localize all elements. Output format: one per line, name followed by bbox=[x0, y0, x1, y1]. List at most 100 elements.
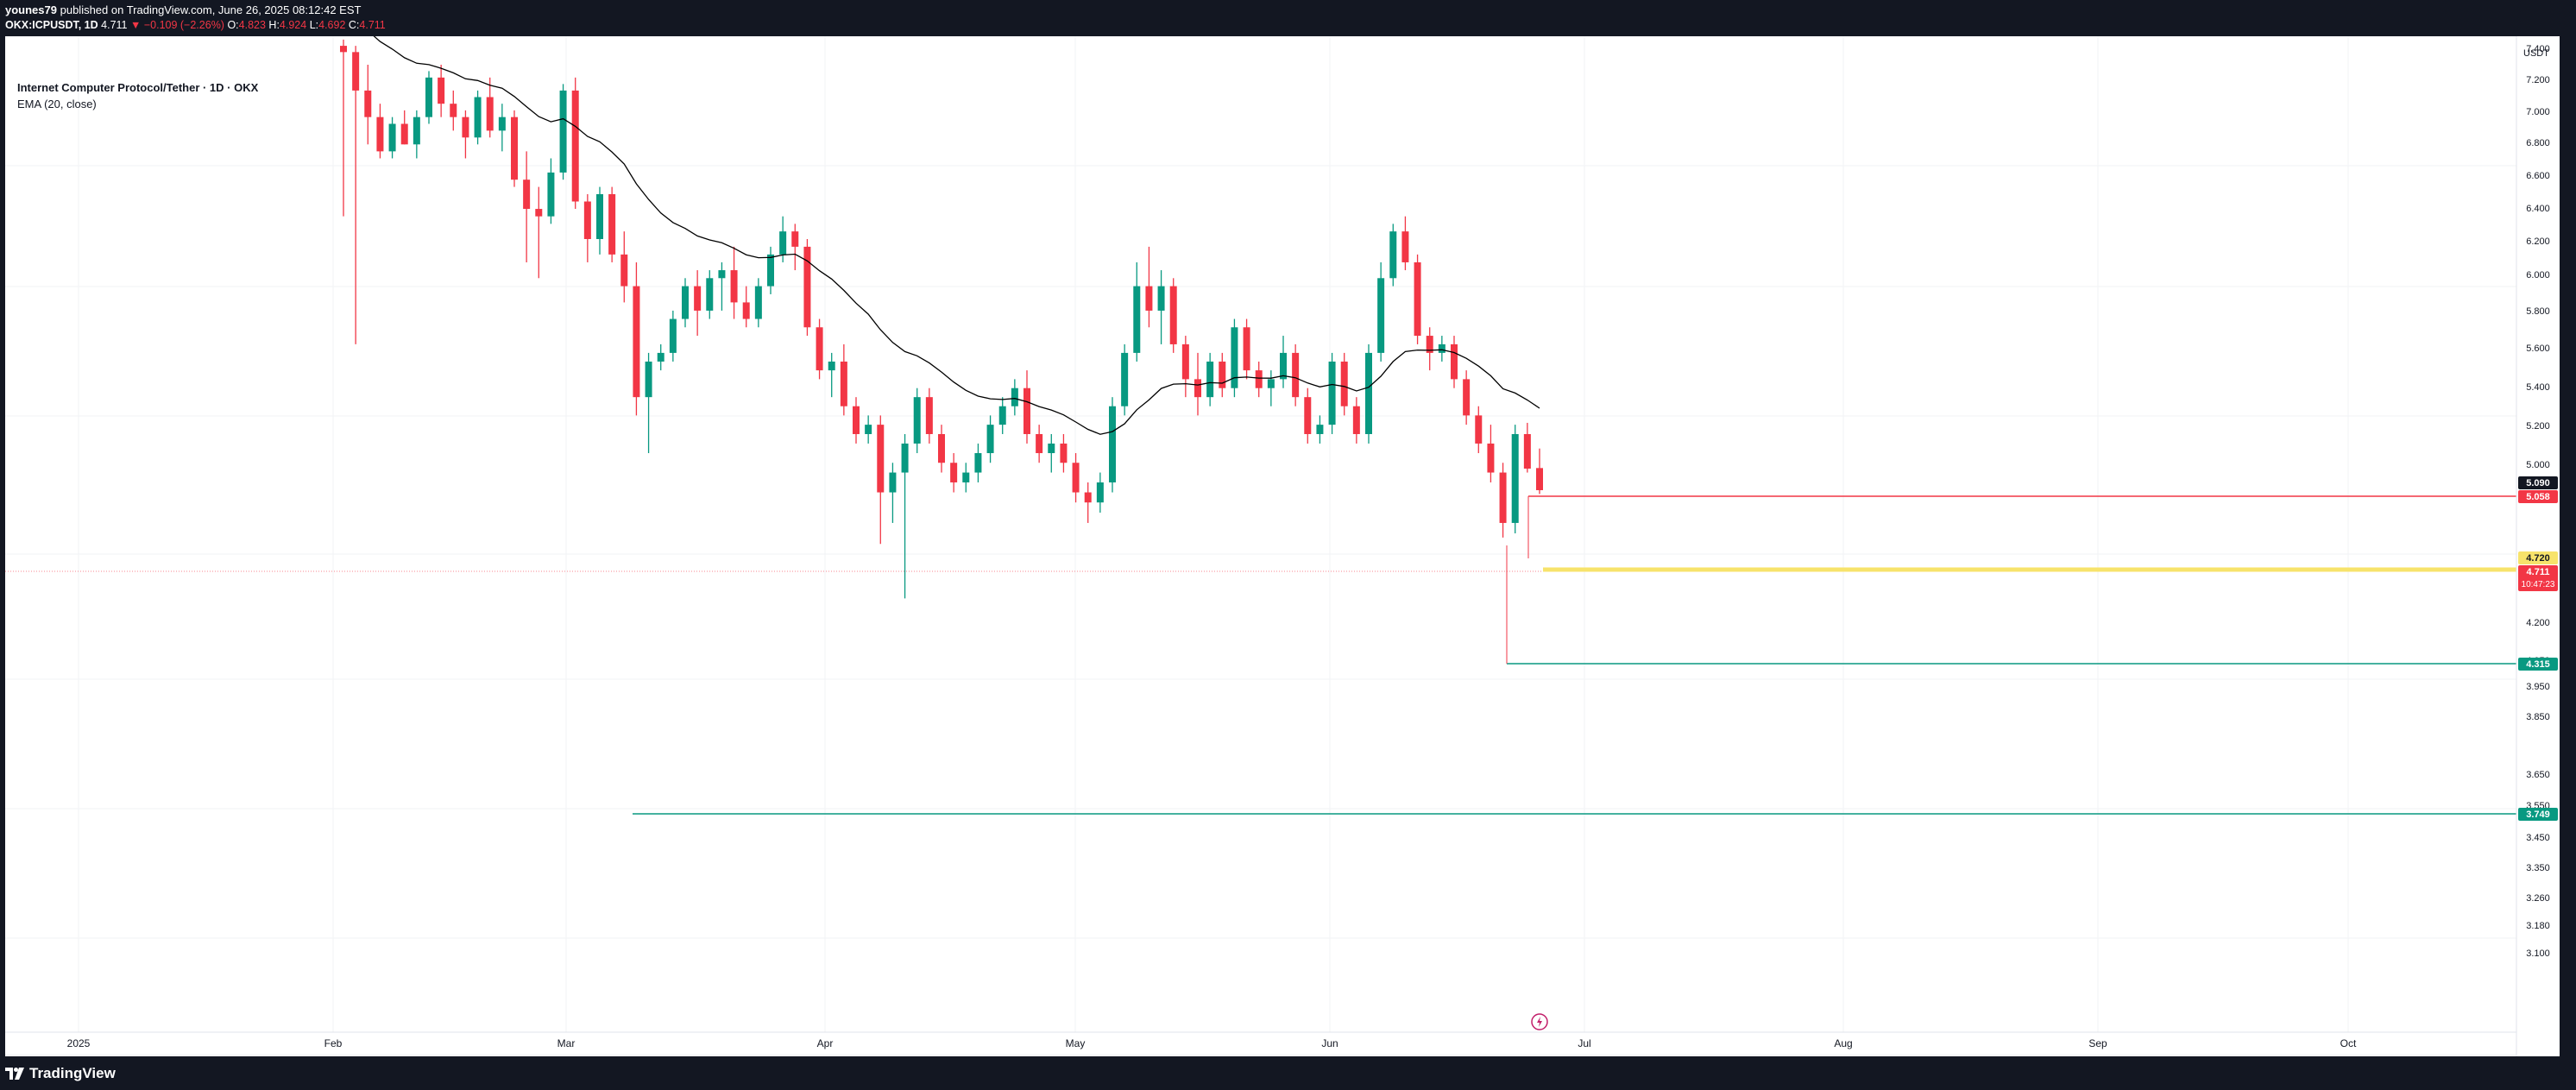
candle[interactable] bbox=[1316, 415, 1324, 444]
candle[interactable] bbox=[1292, 343, 1300, 406]
candle[interactable] bbox=[1438, 336, 1445, 362]
time-axis[interactable]: 2025 Feb Mar Apr May Jun Jul Aug Sep Oct bbox=[5, 1031, 2516, 1049]
candle[interactable] bbox=[998, 397, 1006, 434]
candle[interactable] bbox=[1036, 425, 1043, 463]
candle[interactable] bbox=[877, 415, 885, 545]
candle[interactable] bbox=[669, 310, 677, 362]
candle[interactable] bbox=[1157, 270, 1165, 344]
candle[interactable] bbox=[1133, 261, 1141, 362]
candle[interactable] bbox=[620, 231, 628, 303]
candle[interactable] bbox=[1475, 406, 1483, 454]
candle[interactable] bbox=[583, 193, 591, 262]
candle[interactable] bbox=[1267, 370, 1275, 406]
candle[interactable] bbox=[962, 463, 970, 493]
candle[interactable] bbox=[1109, 397, 1116, 493]
candle[interactable] bbox=[1084, 482, 1092, 523]
candle[interactable] bbox=[1255, 361, 1263, 398]
price-chart[interactable]: USDT 7.400 7.200 7.000 6.800 6.600 6.400 6.200… bbox=[5, 14, 2560, 1056]
candle[interactable] bbox=[486, 77, 494, 138]
candle[interactable] bbox=[1365, 343, 1372, 444]
candle[interactable] bbox=[1145, 246, 1153, 328]
candle[interactable] bbox=[754, 278, 762, 328]
candle[interactable] bbox=[1499, 463, 1507, 538]
candle[interactable] bbox=[1328, 352, 1336, 434]
candle[interactable] bbox=[1060, 433, 1068, 473]
candle[interactable] bbox=[559, 84, 567, 180]
candle[interactable] bbox=[889, 463, 897, 523]
candle[interactable] bbox=[974, 443, 982, 482]
publisher-name[interactable]: younes79 bbox=[5, 3, 57, 16]
symbol-name[interactable]: OKX:ICPUSDT, 1D bbox=[5, 19, 98, 31]
candle[interactable] bbox=[840, 343, 847, 416]
candle[interactable] bbox=[1523, 422, 1531, 473]
candle[interactable] bbox=[462, 110, 469, 159]
candle[interactable] bbox=[986, 415, 994, 463]
candle[interactable] bbox=[950, 453, 958, 493]
candle[interactable] bbox=[547, 158, 555, 224]
candle[interactable] bbox=[853, 397, 860, 444]
candle[interactable] bbox=[535, 186, 543, 279]
candle[interactable] bbox=[1463, 370, 1471, 425]
candle[interactable] bbox=[730, 246, 738, 319]
candle[interactable] bbox=[901, 433, 909, 599]
candle[interactable] bbox=[718, 261, 726, 311]
candle[interactable] bbox=[1011, 379, 1018, 416]
candle[interactable] bbox=[608, 186, 616, 262]
candle[interactable] bbox=[913, 387, 921, 454]
candle[interactable] bbox=[1121, 343, 1129, 416]
candle[interactable] bbox=[1487, 425, 1495, 482]
candle[interactable] bbox=[1536, 448, 1543, 495]
candle[interactable] bbox=[657, 343, 664, 371]
candle[interactable] bbox=[1389, 224, 1397, 287]
candle[interactable] bbox=[816, 318, 823, 380]
candle[interactable] bbox=[925, 387, 933, 444]
candle[interactable] bbox=[1206, 352, 1214, 406]
candle[interactable] bbox=[571, 77, 579, 210]
candle[interactable] bbox=[450, 90, 457, 131]
candle[interactable] bbox=[828, 352, 835, 398]
candle[interactable] bbox=[767, 246, 774, 294]
candle[interactable] bbox=[1219, 352, 1226, 398]
candle[interactable] bbox=[425, 71, 432, 124]
candle[interactable] bbox=[1451, 336, 1458, 388]
candle[interactable] bbox=[1023, 370, 1030, 444]
candle[interactable] bbox=[1511, 425, 1519, 533]
candle[interactable] bbox=[938, 425, 945, 473]
candle[interactable] bbox=[791, 224, 799, 271]
candle[interactable] bbox=[803, 238, 811, 337]
candle[interactable] bbox=[1096, 472, 1104, 513]
candle[interactable] bbox=[400, 110, 408, 145]
candle[interactable] bbox=[1243, 318, 1250, 380]
candle[interactable] bbox=[1169, 278, 1177, 353]
legend-title[interactable]: Internet Computer Protocol/Tether · 1D ·… bbox=[17, 81, 259, 94]
candle[interactable] bbox=[865, 415, 872, 444]
candle[interactable] bbox=[1072, 453, 1080, 503]
candle[interactable] bbox=[364, 65, 372, 145]
candle[interactable] bbox=[511, 110, 518, 187]
candle[interactable] bbox=[376, 104, 384, 159]
price-axis[interactable]: USDT 7.400 7.200 7.000 6.800 6.600 6.400 6.200… bbox=[2516, 36, 2558, 1056]
candle[interactable] bbox=[498, 104, 506, 152]
candle[interactable] bbox=[352, 46, 360, 344]
candle[interactable] bbox=[645, 352, 652, 454]
candle[interactable] bbox=[1414, 254, 1421, 344]
candle[interactable] bbox=[1181, 336, 1189, 398]
candle[interactable] bbox=[1231, 318, 1238, 398]
candle[interactable] bbox=[1340, 352, 1348, 416]
candle[interactable] bbox=[1426, 327, 1433, 371]
candle[interactable] bbox=[523, 151, 531, 262]
candle[interactable] bbox=[694, 270, 702, 337]
legend-ema[interactable]: EMA (20, close) bbox=[17, 98, 97, 110]
candle[interactable] bbox=[1048, 433, 1055, 473]
candle[interactable] bbox=[682, 278, 689, 328]
candle[interactable] bbox=[413, 110, 420, 159]
candle[interactable] bbox=[596, 186, 603, 255]
chart-area[interactable]: USDT 7.400 7.200 7.000 6.800 6.600 6.400 6.200… bbox=[5, 14, 2560, 1056]
candle[interactable] bbox=[1304, 387, 1312, 444]
candle[interactable] bbox=[1401, 216, 1409, 271]
lightning-icon[interactable] bbox=[1531, 1013, 1548, 1030]
candle[interactable] bbox=[1280, 336, 1287, 388]
candle[interactable] bbox=[474, 90, 482, 145]
candle[interactable] bbox=[633, 261, 640, 416]
candle[interactable] bbox=[1352, 397, 1360, 444]
